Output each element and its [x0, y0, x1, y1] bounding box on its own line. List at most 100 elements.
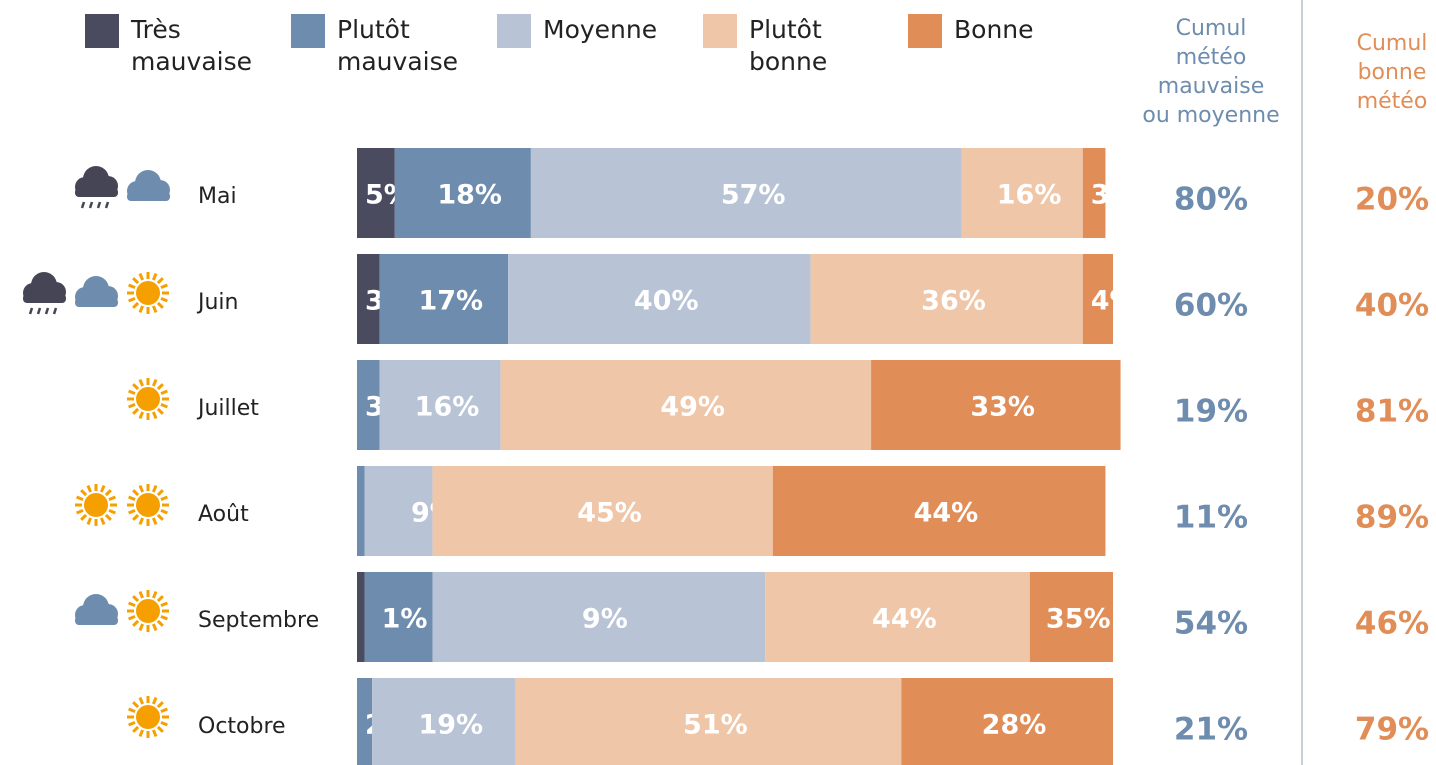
- sun-ray: [156, 383, 164, 391]
- sun-ray: [99, 517, 106, 525]
- column-header: mauvaise: [1158, 74, 1264, 99]
- sun-core: [134, 385, 162, 413]
- legend-label: Plutôt mauvaise: [337, 15, 458, 76]
- legend-item: Plutôt mauvaise: [291, 14, 458, 76]
- legend-label: Moyenne: [543, 15, 657, 44]
- sun-ray: [128, 601, 136, 608]
- sun-ray: [132, 383, 140, 391]
- sun-ray: [160, 495, 168, 502]
- data-label: 44%: [872, 604, 937, 635]
- cloud-part: [127, 192, 170, 201]
- sun-ray: [138, 379, 145, 387]
- sun-ray: [132, 701, 140, 709]
- sun-ray: [156, 277, 164, 285]
- sun-ray: [80, 513, 88, 521]
- sun-ray: [151, 591, 158, 599]
- sun-ray: [156, 619, 164, 627]
- sun-ray: [138, 591, 145, 599]
- rain-drop: [96, 201, 102, 209]
- cumul-value: 54%: [1174, 606, 1248, 642]
- sun-ray: [138, 697, 145, 705]
- bar-segment: [357, 254, 380, 344]
- sun-ray: [151, 411, 158, 419]
- sun-ray: [80, 489, 88, 497]
- sun-ray: [156, 489, 164, 497]
- rain-drop: [36, 307, 42, 315]
- legend-item: Plutôt bonne: [703, 14, 830, 76]
- sun-ray: [160, 389, 168, 396]
- sun-ray: [128, 402, 136, 409]
- sun-ray: [132, 725, 140, 733]
- data-label: 45%: [577, 498, 642, 529]
- sun-ray: [128, 296, 136, 303]
- sun-ray: [132, 277, 140, 285]
- sun-ray: [132, 301, 140, 309]
- rain-drop: [80, 201, 86, 209]
- data-label: 35%: [1046, 604, 1111, 635]
- legend-swatch: [85, 14, 119, 48]
- bar-segment: [1082, 254, 1113, 344]
- data-label: 49%: [660, 392, 725, 423]
- sun-ray: [151, 517, 158, 525]
- category-label: Mai: [198, 184, 237, 209]
- bar-segment: [772, 466, 1106, 556]
- rain-drop: [104, 201, 110, 209]
- cumul-value: 21%: [1174, 712, 1248, 748]
- legend-swatch: [908, 14, 942, 48]
- sun-ray: [156, 301, 164, 309]
- bar-segment: [1029, 572, 1113, 662]
- sun-core: [82, 491, 110, 519]
- bar-segment: [357, 360, 380, 450]
- sun-ray: [132, 513, 140, 521]
- sun-ray: [160, 296, 168, 303]
- cloud-part: [75, 298, 118, 307]
- column-header: Cumul: [1357, 31, 1428, 56]
- cumul-value: 89%: [1355, 500, 1429, 536]
- weather-icon: [127, 590, 169, 632]
- cumul-value: 20%: [1355, 182, 1429, 218]
- bar-segment: [394, 148, 531, 238]
- sun-ray: [151, 305, 158, 313]
- bar-segment: [364, 466, 433, 556]
- bar-segment: [432, 466, 773, 556]
- bar-segment: [901, 678, 1113, 765]
- weather-icon: [23, 272, 66, 315]
- sun-ray: [108, 508, 116, 515]
- rain-drop: [44, 307, 50, 315]
- weather-icon: [75, 594, 118, 625]
- bar-segment: [515, 678, 902, 765]
- weather-icon: [127, 378, 169, 420]
- data-label: 36%: [921, 286, 986, 317]
- sun-ray: [132, 407, 140, 415]
- column-header: ou moyenne: [1142, 103, 1279, 128]
- data-label: 18%: [437, 180, 502, 211]
- sun-ray: [76, 508, 84, 515]
- sun-ray: [76, 495, 84, 502]
- legend-swatch: [703, 14, 737, 48]
- data-label: 28%: [982, 710, 1047, 741]
- data-label: 1%: [382, 604, 428, 635]
- sun-ray: [138, 411, 145, 419]
- data-label: 44%: [914, 498, 979, 529]
- cumul-value: 40%: [1355, 288, 1429, 324]
- sun-ray: [160, 707, 168, 714]
- bar-segment: [372, 678, 516, 765]
- cumul-value: 80%: [1174, 182, 1248, 218]
- sun-ray: [104, 489, 112, 497]
- data-label: 17%: [418, 286, 483, 317]
- weather-icon: [127, 272, 169, 314]
- sun-ray: [156, 407, 164, 415]
- category-label: Octobre: [198, 714, 286, 739]
- legend-item: Très mauvaise: [85, 14, 252, 76]
- sun-core: [134, 597, 162, 625]
- category-label: Juin: [196, 290, 239, 315]
- rain-drop: [88, 201, 94, 209]
- bar-segment: [357, 572, 365, 662]
- legend-swatch: [291, 14, 325, 48]
- sun-ray: [128, 495, 136, 502]
- sun-ray: [138, 517, 145, 525]
- legend-item: Moyenne: [497, 14, 657, 48]
- data-label: 4%: [1091, 286, 1137, 317]
- column-header: bonne: [1358, 60, 1427, 85]
